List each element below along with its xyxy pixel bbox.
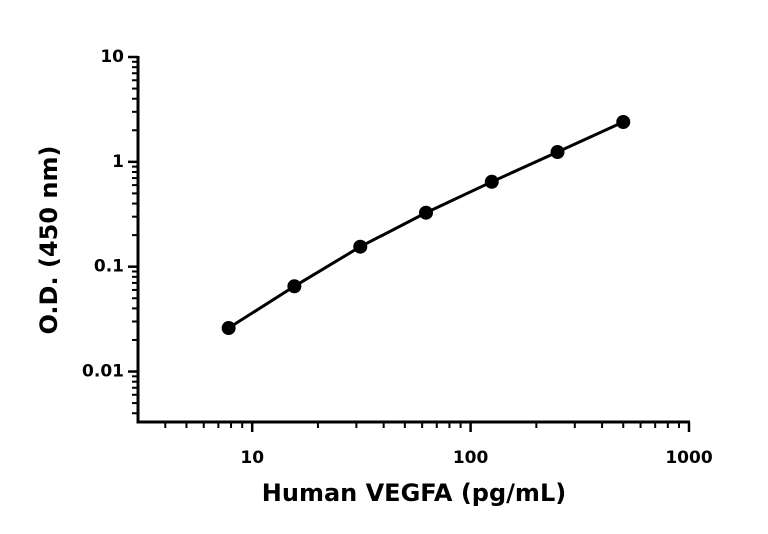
y-tick-label: 10 (100, 47, 124, 67)
data-point (419, 205, 434, 220)
x-tick-label: 1000 (665, 448, 712, 468)
x-axis-title: Human VEGFA (pg/mL) (262, 479, 566, 507)
y-tick-label: 0.1 (94, 257, 124, 277)
data-point (353, 239, 368, 254)
y-tick-label: 1 (112, 152, 124, 172)
x-tick-label: 100 (453, 448, 489, 468)
x-tick-label: 10 (240, 448, 264, 468)
data-point (550, 145, 565, 160)
data-point (484, 174, 499, 189)
data-point (616, 114, 631, 129)
data-point (221, 321, 236, 336)
y-axis-title: O.D. (450 nm) (35, 146, 63, 335)
y-tick-label: 0.01 (82, 362, 124, 382)
data-point (287, 279, 302, 294)
